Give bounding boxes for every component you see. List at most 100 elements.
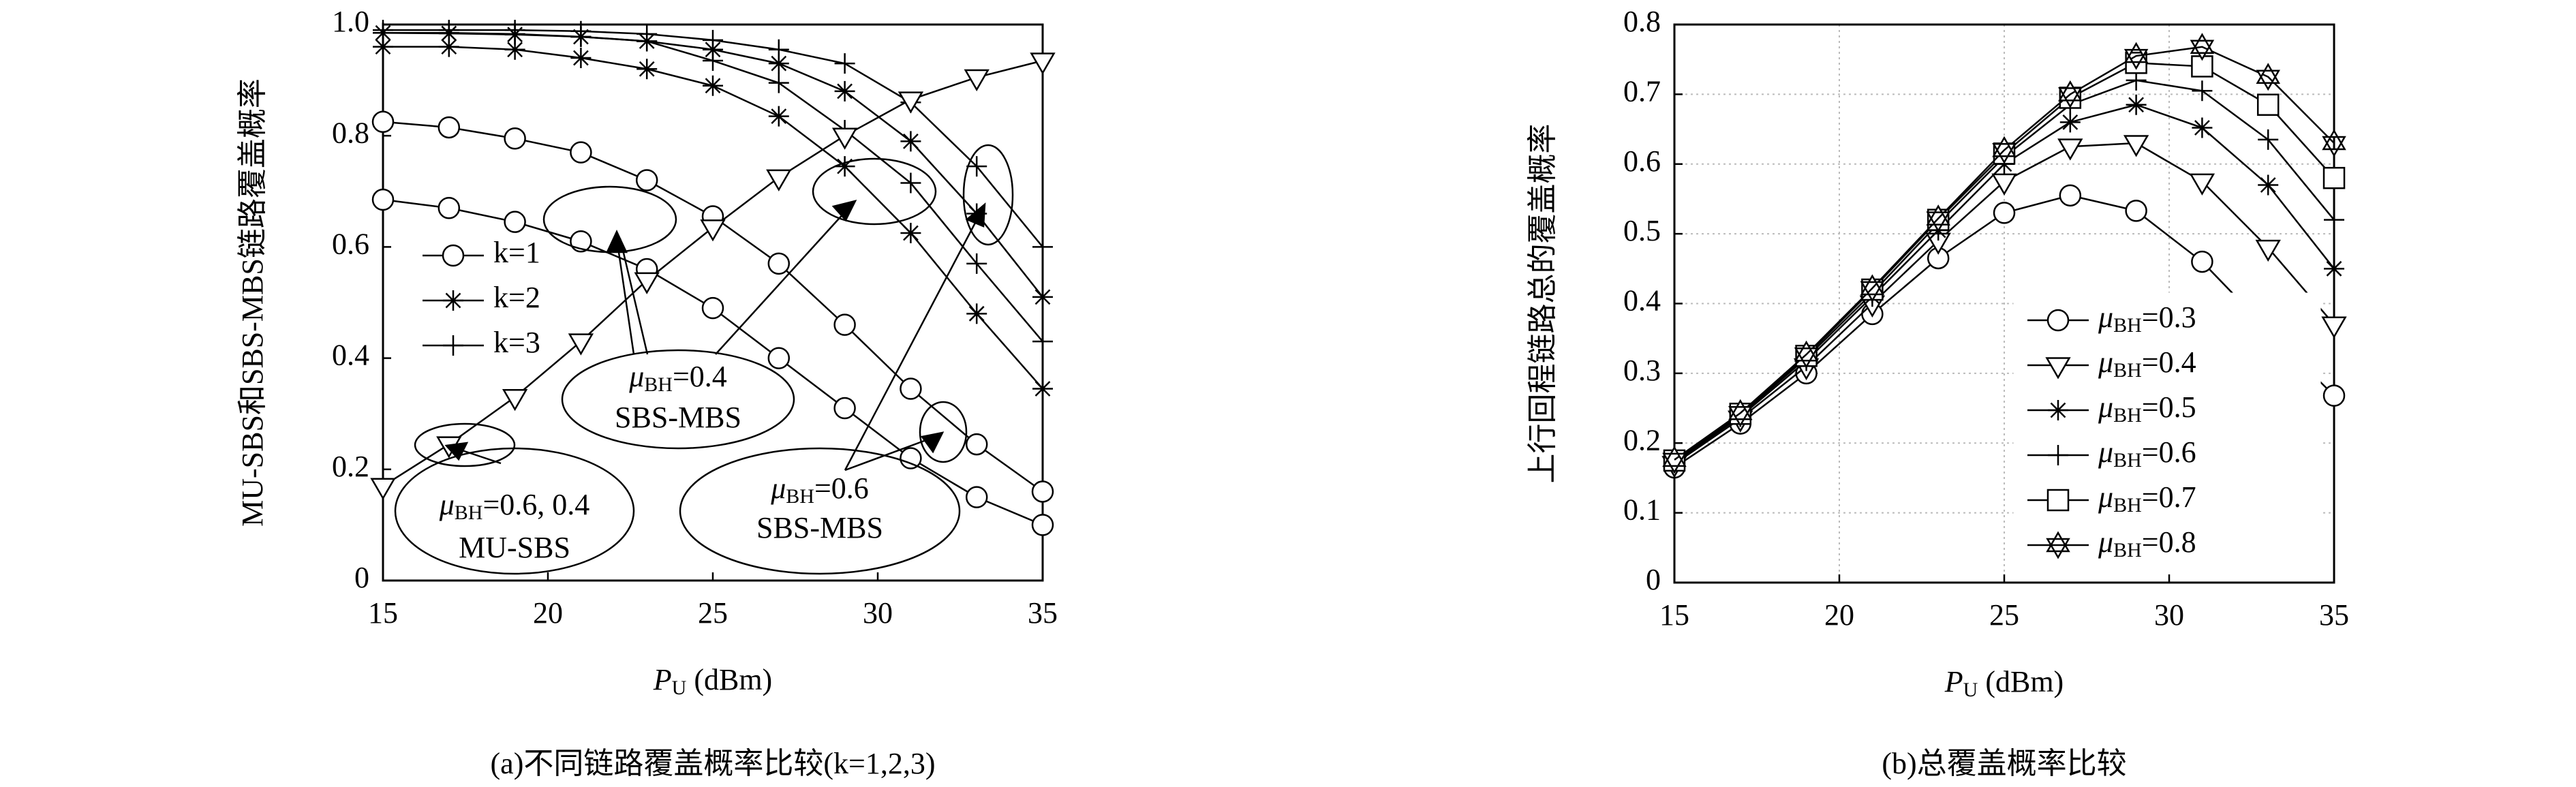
marker xyxy=(1993,202,2016,224)
marker xyxy=(834,80,855,102)
annotation: MU-SBS xyxy=(459,531,570,564)
marker-part xyxy=(701,296,724,320)
marker xyxy=(703,75,723,96)
series-line xyxy=(382,31,1043,298)
marker-part xyxy=(1926,204,1950,233)
marker xyxy=(768,106,789,127)
marker xyxy=(898,91,924,114)
x-tick-label: 35 xyxy=(1028,596,1058,630)
marker-part xyxy=(570,47,592,68)
marker-part xyxy=(1030,52,1056,75)
marker-part xyxy=(634,272,660,294)
marker xyxy=(1926,204,1950,233)
marker-part xyxy=(2192,80,2213,102)
marker-part xyxy=(438,22,459,44)
marker xyxy=(2189,173,2215,196)
marker-part xyxy=(568,333,594,356)
marker-part xyxy=(703,75,723,96)
annotation-arrow xyxy=(615,238,635,355)
marker-part xyxy=(2189,173,2215,196)
annotation-ellipse xyxy=(679,447,961,575)
marker xyxy=(1032,286,1053,307)
marker xyxy=(634,272,660,294)
plot-frame xyxy=(1673,23,2335,584)
y-tick-label: 0.7 xyxy=(1623,74,1661,108)
marker-part xyxy=(2255,239,2281,262)
marker-part xyxy=(2046,531,2070,559)
marker-part xyxy=(768,106,789,127)
y-tick-label: 0.6 xyxy=(332,227,369,260)
marker xyxy=(1794,340,1819,369)
marker-part xyxy=(834,80,855,102)
marker-part xyxy=(768,53,789,74)
y-axis-label: MU-SBS和SBS-MBS链路覆盖概率 xyxy=(236,78,269,527)
annotation-ellipse xyxy=(962,144,1014,246)
legend-marker xyxy=(2048,400,2068,420)
annotation: SBS-MBS xyxy=(615,401,741,434)
annotation: μBH=0.4 xyxy=(628,360,727,396)
marker xyxy=(504,211,526,233)
marker-part xyxy=(2256,93,2280,116)
marker xyxy=(502,388,528,412)
annotation: SBS-MBS xyxy=(756,511,883,544)
marker-part xyxy=(504,127,526,150)
marker-part xyxy=(1860,274,1885,303)
annotation-ellipse xyxy=(561,349,795,450)
marker xyxy=(768,39,789,60)
marker-part xyxy=(1032,236,1053,258)
marker xyxy=(570,230,592,253)
marker xyxy=(1030,52,1056,75)
legend-label: μBH=0.8 xyxy=(2098,525,2196,561)
x-tick-label: 20 xyxy=(533,596,563,630)
marker xyxy=(833,313,856,336)
marker-part xyxy=(570,230,592,253)
marker xyxy=(703,50,723,72)
legend-marker xyxy=(443,335,463,356)
marker xyxy=(2258,174,2279,196)
legend-label: μBH=0.6 xyxy=(2098,435,2196,472)
marker xyxy=(767,252,791,275)
marker xyxy=(834,53,855,74)
marker xyxy=(2123,42,2149,70)
legend-label: μBH=0.4 xyxy=(2098,345,2196,382)
marker xyxy=(1991,173,2017,196)
y-tick-label: 0.6 xyxy=(1623,144,1661,178)
y-axis-label: 上行回程链路总的覆盖概率 xyxy=(1526,124,1559,484)
x-tick-label: 25 xyxy=(698,596,728,630)
marker xyxy=(768,72,789,93)
marker-part xyxy=(2324,258,2344,279)
marker xyxy=(504,127,526,150)
annotation-ellipse xyxy=(542,185,677,253)
x-axis-label: PU (dBm) xyxy=(1944,665,2064,701)
marker-part xyxy=(2058,80,2083,108)
marker xyxy=(2322,129,2346,157)
marker-part xyxy=(2045,357,2071,380)
y-tick-label: 0.2 xyxy=(332,450,369,483)
marker-part xyxy=(2191,250,2213,273)
marker xyxy=(568,333,594,356)
marker-part xyxy=(965,433,988,456)
marker xyxy=(438,22,459,44)
marker-part xyxy=(504,211,526,233)
marker-part xyxy=(900,223,921,243)
marker xyxy=(2057,138,2083,161)
x-tick-label: 20 xyxy=(1824,598,1854,632)
marker-part xyxy=(966,303,987,324)
marker-part xyxy=(703,29,723,50)
marker-part xyxy=(767,347,791,369)
marker-part xyxy=(2258,174,2279,196)
legend-marker xyxy=(443,290,463,311)
marker xyxy=(635,169,658,191)
marker-part xyxy=(2126,94,2147,115)
x-axis-label: PU (dBm) xyxy=(653,663,772,699)
legend-marker xyxy=(2048,445,2068,465)
marker-part xyxy=(965,486,988,508)
marker-part xyxy=(2048,445,2068,465)
marker-part xyxy=(1032,331,1053,352)
marker-part xyxy=(700,219,726,242)
marker-part xyxy=(2322,384,2346,407)
marker xyxy=(900,377,922,400)
marker-part xyxy=(438,36,459,57)
marker-part xyxy=(442,244,465,267)
marker xyxy=(2258,129,2279,150)
